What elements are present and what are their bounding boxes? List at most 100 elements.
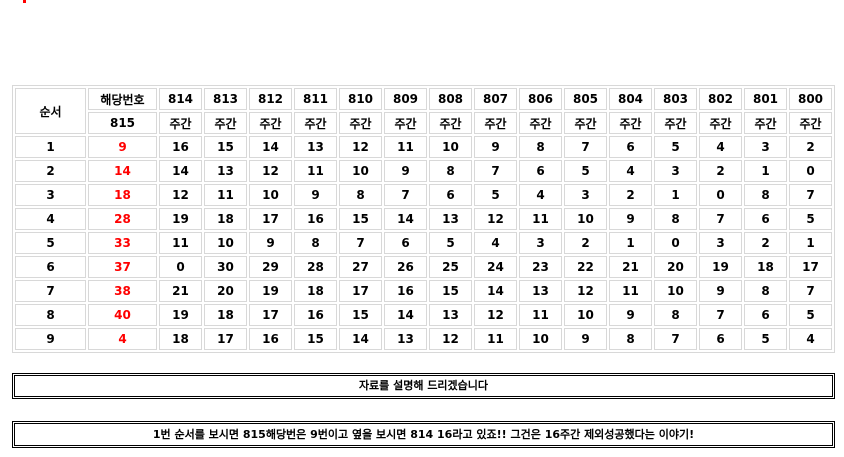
week-count-cell: 8 — [654, 304, 697, 326]
week-count-cell: 8 — [744, 184, 787, 206]
week-count-cell: 18 — [294, 280, 337, 302]
week-count-cell: 22 — [564, 256, 607, 278]
week-count-cell: 9 — [474, 136, 517, 158]
week-count-cell: 14 — [384, 208, 427, 230]
week-count-cell: 6 — [699, 328, 742, 350]
week-count-cell: 10 — [249, 184, 292, 206]
target-number-cell: 40 — [88, 304, 157, 326]
week-count-cell: 12 — [564, 280, 607, 302]
week-count-cell: 9 — [564, 328, 607, 350]
week-count-cell: 18 — [744, 256, 787, 278]
week-count-cell: 1 — [744, 160, 787, 182]
order-cell: 7 — [15, 280, 86, 302]
order-cell: 9 — [15, 328, 86, 350]
week-label: 주간 — [699, 112, 742, 134]
week-count-cell: 21 — [159, 280, 202, 302]
week-label: 주간 — [294, 112, 337, 134]
week-count-cell: 13 — [294, 136, 337, 158]
week-count-cell: 12 — [429, 328, 472, 350]
week-label: 주간 — [159, 112, 202, 134]
round-header: 812 — [249, 88, 292, 110]
week-label: 주간 — [564, 112, 607, 134]
week-label: 주간 — [249, 112, 292, 134]
week-count-cell: 13 — [519, 280, 562, 302]
round-header: 813 — [204, 88, 247, 110]
week-count-cell: 11 — [384, 136, 427, 158]
target-header: 해당번호 — [88, 88, 157, 110]
week-count-cell: 7 — [564, 136, 607, 158]
week-count-cell: 15 — [339, 208, 382, 230]
week-count-cell: 15 — [204, 136, 247, 158]
week-count-cell: 8 — [654, 208, 697, 230]
week-count-cell: 28 — [294, 256, 337, 278]
week-count-cell: 10 — [339, 160, 382, 182]
week-label: 주간 — [609, 112, 652, 134]
round-header: 802 — [699, 88, 742, 110]
week-count-cell: 2 — [789, 136, 832, 158]
week-count-cell: 8 — [609, 328, 652, 350]
week-count-cell: 30 — [204, 256, 247, 278]
week-count-cell: 16 — [159, 136, 202, 158]
week-count-cell: 20 — [204, 280, 247, 302]
target-round: 815 — [88, 112, 157, 134]
week-count-cell: 7 — [339, 232, 382, 254]
table-row: 1 9 16 15 14 13 12 11 10 9 8 7 6 5 4 3 2 — [15, 136, 832, 158]
week-count-cell: 8 — [429, 160, 472, 182]
week-count-cell: 8 — [744, 280, 787, 302]
week-count-cell: 3 — [699, 232, 742, 254]
week-count-cell: 17 — [249, 304, 292, 326]
week-count-cell: 7 — [654, 328, 697, 350]
round-header: 801 — [744, 88, 787, 110]
week-count-cell: 11 — [519, 304, 562, 326]
week-count-cell: 19 — [699, 256, 742, 278]
week-count-cell: 18 — [159, 328, 202, 350]
week-count-cell: 18 — [204, 304, 247, 326]
week-count-cell: 10 — [204, 232, 247, 254]
round-header: 800 — [789, 88, 832, 110]
week-count-cell: 6 — [519, 160, 562, 182]
week-count-cell: 5 — [789, 304, 832, 326]
order-cell: 8 — [15, 304, 86, 326]
target-number-cell: 9 — [88, 136, 157, 158]
table-row: 9 4 18 17 16 15 14 13 12 11 10 9 8 7 6 5 4 — [15, 328, 832, 350]
week-count-cell: 2 — [609, 184, 652, 206]
week-count-cell: 14 — [474, 280, 517, 302]
week-count-cell: 15 — [429, 280, 472, 302]
week-label: 주간 — [789, 112, 832, 134]
round-header: 803 — [654, 88, 697, 110]
week-count-cell: 4 — [609, 160, 652, 182]
week-count-cell: 20 — [654, 256, 697, 278]
week-count-cell: 9 — [249, 232, 292, 254]
week-count-cell: 14 — [249, 136, 292, 158]
week-count-cell: 19 — [159, 304, 202, 326]
week-count-cell: 16 — [294, 208, 337, 230]
week-count-cell: 5 — [429, 232, 472, 254]
round-header: 805 — [564, 88, 607, 110]
week-count-cell: 16 — [249, 328, 292, 350]
table-row: 3 18 12 11 10 9 8 7 6 5 4 3 2 1 0 8 7 — [15, 184, 832, 206]
week-count-cell: 12 — [339, 136, 382, 158]
week-count-cell: 9 — [609, 208, 652, 230]
round-header: 810 — [339, 88, 382, 110]
week-count-cell: 7 — [699, 304, 742, 326]
week-count-cell: 0 — [699, 184, 742, 206]
explanation-note: 1번 순서를 보시면 815해당번은 9번이고 옆을 보시면 814 16라고 … — [12, 421, 835, 448]
week-count-cell: 1 — [789, 232, 832, 254]
target-number-cell: 28 — [88, 208, 157, 230]
round-header: 814 — [159, 88, 202, 110]
table-row: 5 33 11 10 9 8 7 6 5 4 3 2 1 0 3 2 1 — [15, 232, 832, 254]
week-count-cell: 13 — [429, 208, 472, 230]
week-count-cell: 12 — [249, 160, 292, 182]
table-row: 8 40 19 18 17 16 15 14 13 12 11 10 9 8 7 6 5 — [15, 304, 832, 326]
week-count-cell: 17 — [204, 328, 247, 350]
header-row: 순서 해당번호 814 813 812 811 810 809 808 807 806 805 804 8… — [15, 88, 832, 134]
week-count-cell: 12 — [474, 208, 517, 230]
week-count-cell: 23 — [519, 256, 562, 278]
week-label: 주간 — [204, 112, 247, 134]
order-cell: 1 — [15, 136, 86, 158]
order-cell: 6 — [15, 256, 86, 278]
week-count-cell: 1 — [654, 184, 697, 206]
week-count-cell: 26 — [384, 256, 427, 278]
week-count-cell: 9 — [384, 160, 427, 182]
week-count-cell: 16 — [384, 280, 427, 302]
